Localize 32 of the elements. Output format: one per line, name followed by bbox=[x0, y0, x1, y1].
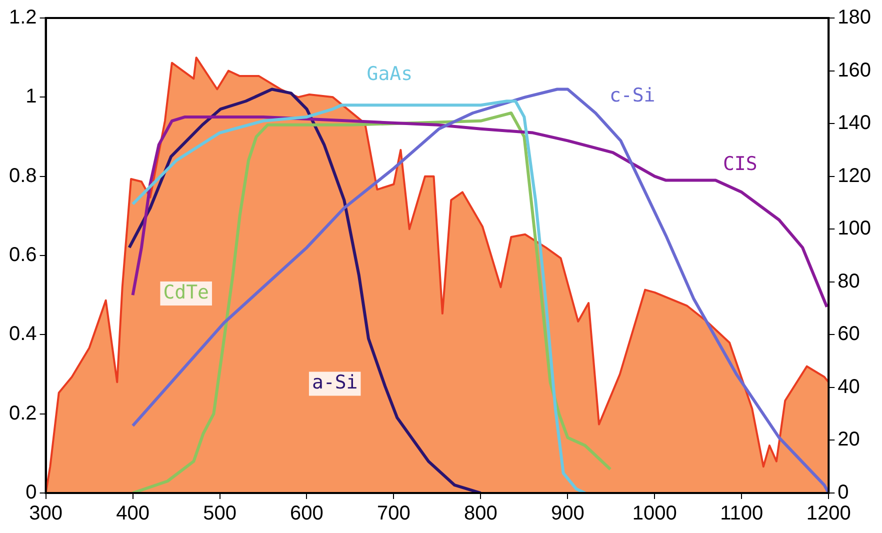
series-label: CIS bbox=[722, 153, 758, 176]
y2-tick-label: 80 bbox=[838, 270, 860, 292]
x-tick-label: 600 bbox=[290, 502, 324, 525]
x-tick-label: 800 bbox=[464, 502, 498, 525]
y-tick-label: 0.6 bbox=[8, 244, 37, 266]
x-tick-label: 1000 bbox=[632, 502, 677, 525]
y-tick-label: 1.2 bbox=[8, 6, 37, 29]
y2-tick-label: 100 bbox=[838, 218, 872, 240]
series-label: CdTe bbox=[163, 281, 209, 304]
series-label: a-Si bbox=[312, 372, 358, 394]
y2-tick-label: 60 bbox=[838, 323, 860, 346]
y-tick-label: 0.4 bbox=[8, 323, 37, 346]
y2-tick-label: 20 bbox=[838, 428, 860, 451]
series-label: c-Si bbox=[609, 84, 656, 106]
y-tick-label: 0.2 bbox=[8, 402, 37, 424]
y-tick-label: 0.8 bbox=[8, 164, 37, 187]
x-tick-label: 1100 bbox=[720, 502, 764, 525]
y-tick-label: 1 bbox=[26, 86, 37, 108]
y2-tick-label: 120 bbox=[838, 164, 872, 187]
y2-tick-label: 140 bbox=[838, 112, 872, 134]
x-tick-label: 700 bbox=[377, 502, 410, 525]
series-label: GaAs bbox=[366, 62, 413, 85]
x-tick-label: 300 bbox=[29, 502, 62, 525]
y2-tick-label: 0 bbox=[838, 482, 849, 504]
x-tick-label: 400 bbox=[116, 502, 150, 525]
y-tick-label: 0 bbox=[26, 482, 37, 504]
y2-tick-label: 160 bbox=[838, 59, 872, 82]
y2-tick-label: 40 bbox=[838, 376, 860, 398]
x-tick-label: 900 bbox=[551, 502, 584, 525]
x-tick-label: 500 bbox=[203, 502, 236, 525]
x-tick-label: 1200 bbox=[806, 502, 851, 525]
y2-tick-label: 180 bbox=[838, 6, 872, 29]
